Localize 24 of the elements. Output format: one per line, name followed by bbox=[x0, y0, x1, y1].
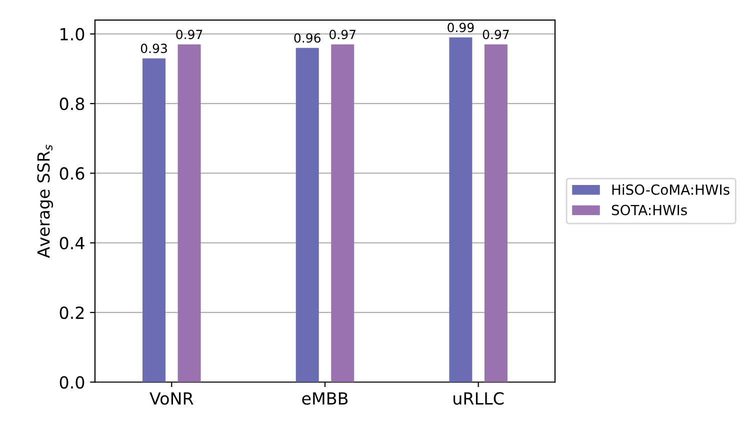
x-tick-label: eMBB bbox=[302, 392, 348, 405]
data-label: 0.96 bbox=[294, 33, 320, 43]
bar bbox=[331, 44, 354, 382]
legend-label: SOTA:HWIs bbox=[612, 204, 687, 216]
bar bbox=[296, 48, 319, 382]
bar bbox=[449, 37, 472, 382]
y-tick-label: 0.4 bbox=[60, 236, 84, 250]
data-label: 0.99 bbox=[448, 22, 474, 32]
y-tick-label: 1.0 bbox=[60, 28, 84, 41]
y-axis-title: Average SSR$_{s}$ bbox=[37, 144, 54, 258]
data-label: 0.97 bbox=[482, 30, 509, 40]
x-tick-label: uRLLC bbox=[454, 392, 504, 405]
x-tick-label: VoNR bbox=[150, 392, 194, 405]
y-tick-label: 0.8 bbox=[60, 98, 84, 110]
data-label: 0.97 bbox=[176, 30, 202, 40]
data-label: 0.93 bbox=[140, 44, 167, 54]
bar bbox=[178, 44, 201, 382]
y-tick-label: 0.0 bbox=[60, 376, 84, 389]
data-label: 0.97 bbox=[330, 30, 356, 40]
y-tick-label: 0.6 bbox=[60, 167, 84, 180]
bar bbox=[484, 44, 508, 382]
y-tick-label: 0.2 bbox=[60, 306, 84, 320]
bar bbox=[142, 58, 166, 382]
legend-label: HiSO-CoMA:HWIs bbox=[612, 184, 730, 195]
